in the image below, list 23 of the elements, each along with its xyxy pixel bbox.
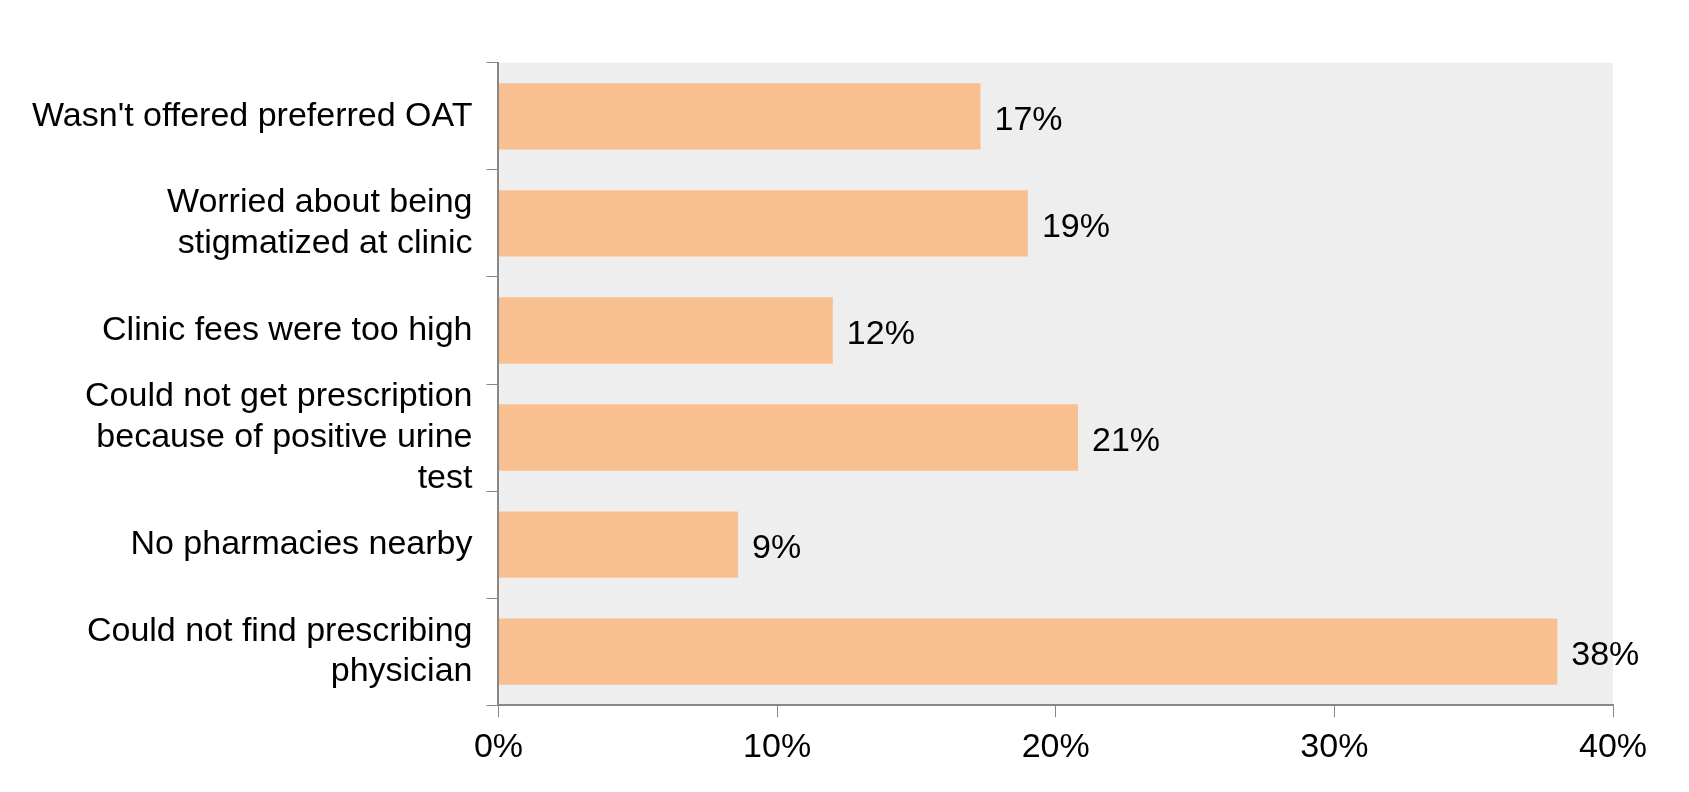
x-tick-label: 20%: [1021, 725, 1090, 764]
x-tick-label: 10%: [743, 725, 812, 764]
x-tick-label: 30%: [1300, 725, 1369, 764]
x-tick-label: 0%: [473, 725, 524, 764]
y-tick-label: Wasn't offered preferred OAT: [31, 94, 473, 133]
y-tick-label: Clinic fees were too high: [102, 308, 473, 347]
data-label: 19%: [1041, 205, 1110, 244]
bar: [498, 83, 981, 150]
data-label: 21%: [1092, 419, 1161, 458]
y-tick-label: Could not get prescription because of positive urine test: [85, 375, 474, 495]
bar: [498, 297, 833, 364]
y-tick-label: No pharmacies nearby: [130, 522, 473, 561]
bar: [498, 404, 1079, 471]
data-label: 38%: [1571, 634, 1640, 673]
bar: [498, 618, 1558, 685]
y-tick-label: Could not find prescribing physician: [86, 609, 473, 689]
data-label: 17%: [994, 98, 1063, 137]
bar: [498, 511, 739, 578]
data-label: 9%: [752, 526, 802, 565]
data-label: 12%: [846, 312, 915, 351]
bar: [498, 190, 1028, 257]
x-tick-label: 40%: [1578, 725, 1648, 764]
y-tick-label: Worried about being stigmatized at clinic: [166, 181, 473, 261]
